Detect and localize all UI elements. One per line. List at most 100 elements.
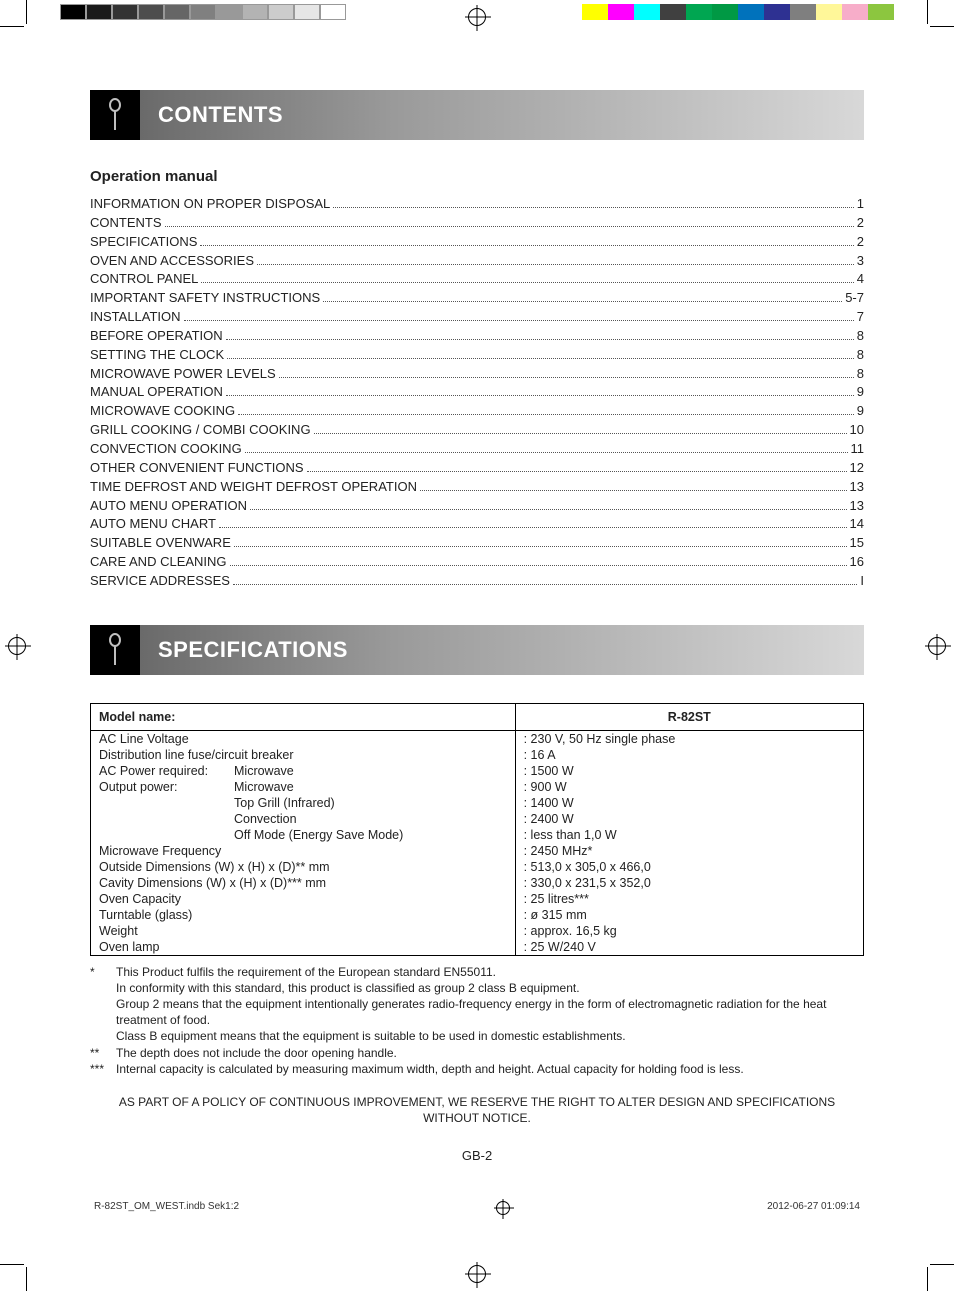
toc-row: CONTENTS2 xyxy=(90,214,864,233)
spec-sublabel: Convection xyxy=(234,812,507,826)
toc-page: 16 xyxy=(850,553,864,572)
spec-label xyxy=(99,828,234,842)
print-timestamp: 2012-06-27 01:09:14 xyxy=(767,1201,860,1215)
toc-row: AUTO MENU CHART14 xyxy=(90,515,864,534)
spec-value: : 25 litres*** xyxy=(516,891,863,907)
spec-label: AC Line Voltage xyxy=(91,731,516,747)
spec-row: Output power:Microwave: 900 W xyxy=(91,779,863,795)
toc-row: GRILL COOKING / COMBI COOKING10 xyxy=(90,421,864,440)
footnote-mark: * xyxy=(90,964,116,1045)
print-footer: R-82ST_OM_WEST.indb Sek1:2 2012-06-27 01… xyxy=(90,1201,864,1215)
spec-value: : 25 W/240 V xyxy=(516,939,863,955)
spec-row: Off Mode (Energy Save Mode): less than 1… xyxy=(91,827,863,843)
toc-page: 7 xyxy=(857,308,864,327)
toc-page: 15 xyxy=(850,534,864,553)
toc-leader xyxy=(245,452,848,453)
toc-row: CONVECTION COOKING11 xyxy=(90,440,864,459)
toc-page: 8 xyxy=(857,346,864,365)
spec-row: Oven Capacity: 25 litres*** xyxy=(91,891,863,907)
contents-section-header: CONTENTS xyxy=(90,90,864,140)
toc-page: 13 xyxy=(850,497,864,516)
toc-row: SERVICE ADDRESSESI xyxy=(90,572,864,591)
toc-title: CONTENTS xyxy=(90,214,162,233)
spec-row: Distribution line fuse/circuit breaker: … xyxy=(91,747,863,763)
footnotes: *This Product fulfils the requirement of… xyxy=(90,964,864,1077)
toc-leader xyxy=(227,358,854,359)
toc-row: TIME DEFROST AND WEIGHT DEFROST OPERATIO… xyxy=(90,478,864,497)
spec-label: Distribution line fuse/circuit breaker xyxy=(91,747,516,763)
spec-label xyxy=(99,812,234,826)
spec-label: Microwave Frequency xyxy=(91,843,516,859)
contents-title: CONTENTS xyxy=(158,102,283,128)
model-name-value: R-82ST xyxy=(516,704,863,730)
spec-value: : 900 W xyxy=(516,779,863,795)
spec-value: : ø 315 mm xyxy=(516,907,863,923)
toc-row: MICROWAVE COOKING9 xyxy=(90,402,864,421)
toc-leader xyxy=(184,320,854,321)
spec-row: Outside Dimensions (W) x (H) x (D)** mm:… xyxy=(91,859,863,875)
toc-leader xyxy=(323,301,842,302)
toc-title: CONVECTION COOKING xyxy=(90,440,242,459)
toc-title: IMPORTANT SAFETY INSTRUCTIONS xyxy=(90,289,320,308)
toc-title: SPECIFICATIONS xyxy=(90,233,197,252)
spec-value: : 2450 MHz* xyxy=(516,843,863,859)
toc-leader xyxy=(234,546,847,547)
toc-row: INFORMATION ON PROPER DISPOSAL 1 xyxy=(90,195,864,214)
spec-sublabel: Top Grill (Infrared) xyxy=(234,796,507,810)
spec-value: : 513,0 x 305,0 x 466,0 xyxy=(516,859,863,875)
spec-label: Cavity Dimensions (W) x (H) x (D)*** mm xyxy=(91,875,516,891)
specifications-section-header: SPECIFICATIONS xyxy=(90,625,864,675)
toc-row: BEFORE OPERATION8 xyxy=(90,327,864,346)
footnote-text: Internal capacity is calculated by measu… xyxy=(116,1061,864,1077)
print-file-name: R-82ST_OM_WEST.indb Sek1:2 xyxy=(94,1201,239,1215)
disclaimer-text: AS PART OF A POLICY OF CONTINUOUS IMPROV… xyxy=(90,1095,864,1126)
toc-row: MICROWAVE POWER LEVELS8 xyxy=(90,365,864,384)
specifications-title-bar: SPECIFICATIONS xyxy=(140,625,864,675)
spec-value: : 230 V, 50 Hz single phase xyxy=(516,731,863,747)
toc-leader xyxy=(233,584,857,585)
operation-manual-heading: Operation manual xyxy=(90,168,864,185)
toc-title: AUTO MENU OPERATION xyxy=(90,497,247,516)
model-name-label: Model name: xyxy=(91,704,516,730)
footnote: ***Internal capacity is calculated by me… xyxy=(90,1061,864,1077)
toc-leader xyxy=(307,471,847,472)
spec-label: AC Power required: xyxy=(99,764,234,778)
table-of-contents: INFORMATION ON PROPER DISPOSAL 1CONTENTS2… xyxy=(90,195,864,591)
toc-row: OTHER CONVENIENT FUNCTIONS12 xyxy=(90,459,864,478)
spec-row: Microwave Frequency: 2450 MHz* xyxy=(91,843,863,859)
toc-title: INFORMATION ON PROPER DISPOSAL xyxy=(90,195,330,214)
spoon-icon xyxy=(90,90,140,140)
toc-title: MANUAL OPERATION xyxy=(90,383,223,402)
specifications-table: Model name: R-82ST AC Line Voltage: 230 … xyxy=(90,703,864,956)
toc-leader xyxy=(226,395,854,396)
toc-title: SUITABLE OVENWARE xyxy=(90,534,231,553)
toc-page: 9 xyxy=(857,402,864,421)
spec-row: Oven lamp: 25 W/240 V xyxy=(91,939,863,955)
spec-row: Turntable (glass): ø 315 mm xyxy=(91,907,863,923)
spec-sublabel: Microwave xyxy=(234,780,507,794)
toc-page: 4 xyxy=(857,270,864,289)
spec-row: AC Power required:Microwave: 1500 W xyxy=(91,763,863,779)
toc-leader xyxy=(165,226,854,227)
spec-label xyxy=(99,796,234,810)
toc-title: CARE AND CLEANING xyxy=(90,553,227,572)
spec-table-header: Model name: R-82ST xyxy=(91,704,863,731)
toc-leader xyxy=(230,565,847,566)
toc-title: SERVICE ADDRESSES xyxy=(90,572,230,591)
toc-page: 8 xyxy=(857,365,864,384)
spec-label: Turntable (glass) xyxy=(91,907,516,923)
spec-value: : less than 1,0 W xyxy=(516,827,863,843)
toc-leader xyxy=(219,527,847,528)
spoon-icon xyxy=(90,625,140,675)
toc-leader xyxy=(250,509,847,510)
toc-page: 8 xyxy=(857,327,864,346)
footnote-text: The depth does not include the door open… xyxy=(116,1045,864,1061)
spec-row: Convection: 2400 W xyxy=(91,811,863,827)
spec-row: Top Grill (Infrared): 1400 W xyxy=(91,795,863,811)
toc-page: 1 xyxy=(857,195,864,214)
toc-leader xyxy=(420,490,847,491)
toc-page: 13 xyxy=(850,478,864,497)
toc-page: 14 xyxy=(850,515,864,534)
spec-label: Weight xyxy=(91,923,516,939)
toc-row: SUITABLE OVENWARE 15 xyxy=(90,534,864,553)
